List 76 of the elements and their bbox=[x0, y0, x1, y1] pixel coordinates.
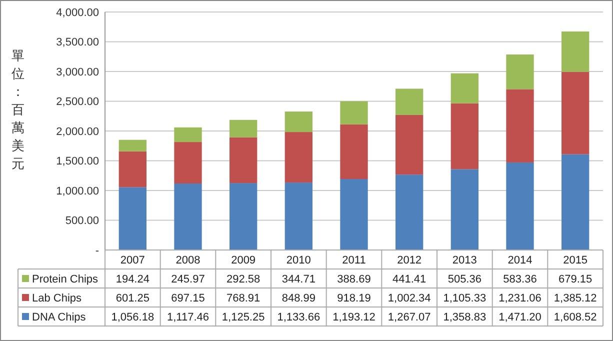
data-label: 697.15 bbox=[171, 292, 205, 304]
data-label: 1,002.34 bbox=[388, 292, 431, 304]
x-tick-label: 2011 bbox=[342, 254, 366, 266]
data-label: 1,105.33 bbox=[443, 292, 486, 304]
data-label: 1,358.83 bbox=[443, 311, 486, 324]
bar bbox=[118, 151, 146, 188]
bar bbox=[396, 88, 424, 115]
y-tick-label: 1,000.00 bbox=[56, 185, 99, 198]
data-label: 292.58 bbox=[226, 273, 260, 286]
x-tick-label: 2012 bbox=[397, 254, 422, 266]
data-label: 583.36 bbox=[503, 273, 537, 286]
x-tick-label: 2015 bbox=[563, 254, 588, 266]
data-label: 245.97 bbox=[171, 273, 205, 286]
bar bbox=[450, 73, 478, 104]
bar bbox=[396, 114, 424, 175]
data-label: 194.24 bbox=[116, 273, 150, 286]
y-axis-title: 單位：百萬美元 bbox=[12, 49, 24, 172]
data-label: 918.19 bbox=[337, 292, 371, 304]
bar bbox=[118, 187, 146, 250]
bar bbox=[230, 183, 258, 250]
bar bbox=[396, 174, 424, 250]
bar bbox=[340, 101, 368, 124]
y-tick-label: 2,000.00 bbox=[56, 126, 99, 138]
y-tick-label: 4,000.00 bbox=[56, 6, 99, 19]
bar bbox=[174, 142, 202, 184]
bar bbox=[340, 124, 368, 180]
bar bbox=[562, 31, 590, 72]
bar bbox=[284, 182, 312, 250]
data-label: 344.71 bbox=[282, 273, 316, 286]
bar bbox=[174, 184, 202, 250]
data-label: 1,385.12 bbox=[554, 292, 597, 304]
y-tick-label: 1,500.00 bbox=[56, 156, 99, 168]
x-tick-label: 2009 bbox=[231, 254, 256, 266]
legend-label: DNA Chips bbox=[32, 311, 86, 324]
data-label: 1,267.07 bbox=[388, 311, 431, 324]
x-tick-label: 2014 bbox=[508, 254, 532, 266]
bar bbox=[450, 169, 478, 250]
bar bbox=[284, 112, 312, 132]
data-label: 1,231.06 bbox=[498, 292, 542, 304]
x-tick-label: 2008 bbox=[176, 254, 200, 266]
bar bbox=[230, 137, 258, 184]
data-label: 388.69 bbox=[337, 273, 371, 286]
legend-label: Protein Chips bbox=[32, 273, 99, 286]
bar bbox=[506, 162, 534, 250]
legend-label: Lab Chips bbox=[32, 292, 82, 304]
data-label: 1,471.20 bbox=[498, 311, 542, 324]
data-label: 601.25 bbox=[116, 292, 150, 304]
data-label: 1,125.25 bbox=[222, 311, 265, 324]
data-label: 1,133.66 bbox=[277, 311, 320, 324]
bar bbox=[340, 179, 368, 250]
bar bbox=[506, 54, 534, 90]
bar bbox=[506, 89, 534, 162]
bar bbox=[562, 72, 590, 154]
y-tick-label: 3,000.00 bbox=[56, 66, 99, 78]
bar bbox=[174, 127, 202, 142]
data-label: 679.15 bbox=[558, 273, 592, 286]
data-label: 1,193.12 bbox=[332, 311, 376, 324]
x-tick-label: 2010 bbox=[286, 254, 311, 266]
bar bbox=[118, 140, 146, 152]
data-label: 441.41 bbox=[392, 273, 426, 286]
y-tick-label: - bbox=[95, 244, 100, 257]
data-label: 1,117.46 bbox=[166, 311, 210, 324]
data-label: 505.36 bbox=[448, 273, 482, 286]
bar bbox=[284, 132, 312, 183]
bar bbox=[450, 103, 478, 170]
y-tick-label: 3,500.00 bbox=[56, 36, 99, 49]
bar bbox=[562, 154, 590, 250]
y-tick-label: 2,500.00 bbox=[56, 96, 99, 108]
bar bbox=[230, 120, 258, 138]
data-label: 768.91 bbox=[226, 292, 260, 304]
y-tick-label: 500.00 bbox=[65, 215, 99, 228]
data-label: 1,608.52 bbox=[554, 311, 597, 324]
data-label: 848.99 bbox=[282, 292, 316, 304]
x-tick-label: 2007 bbox=[120, 254, 145, 266]
data-label: 1,056.18 bbox=[111, 311, 154, 324]
x-tick-label: 2013 bbox=[452, 254, 477, 266]
